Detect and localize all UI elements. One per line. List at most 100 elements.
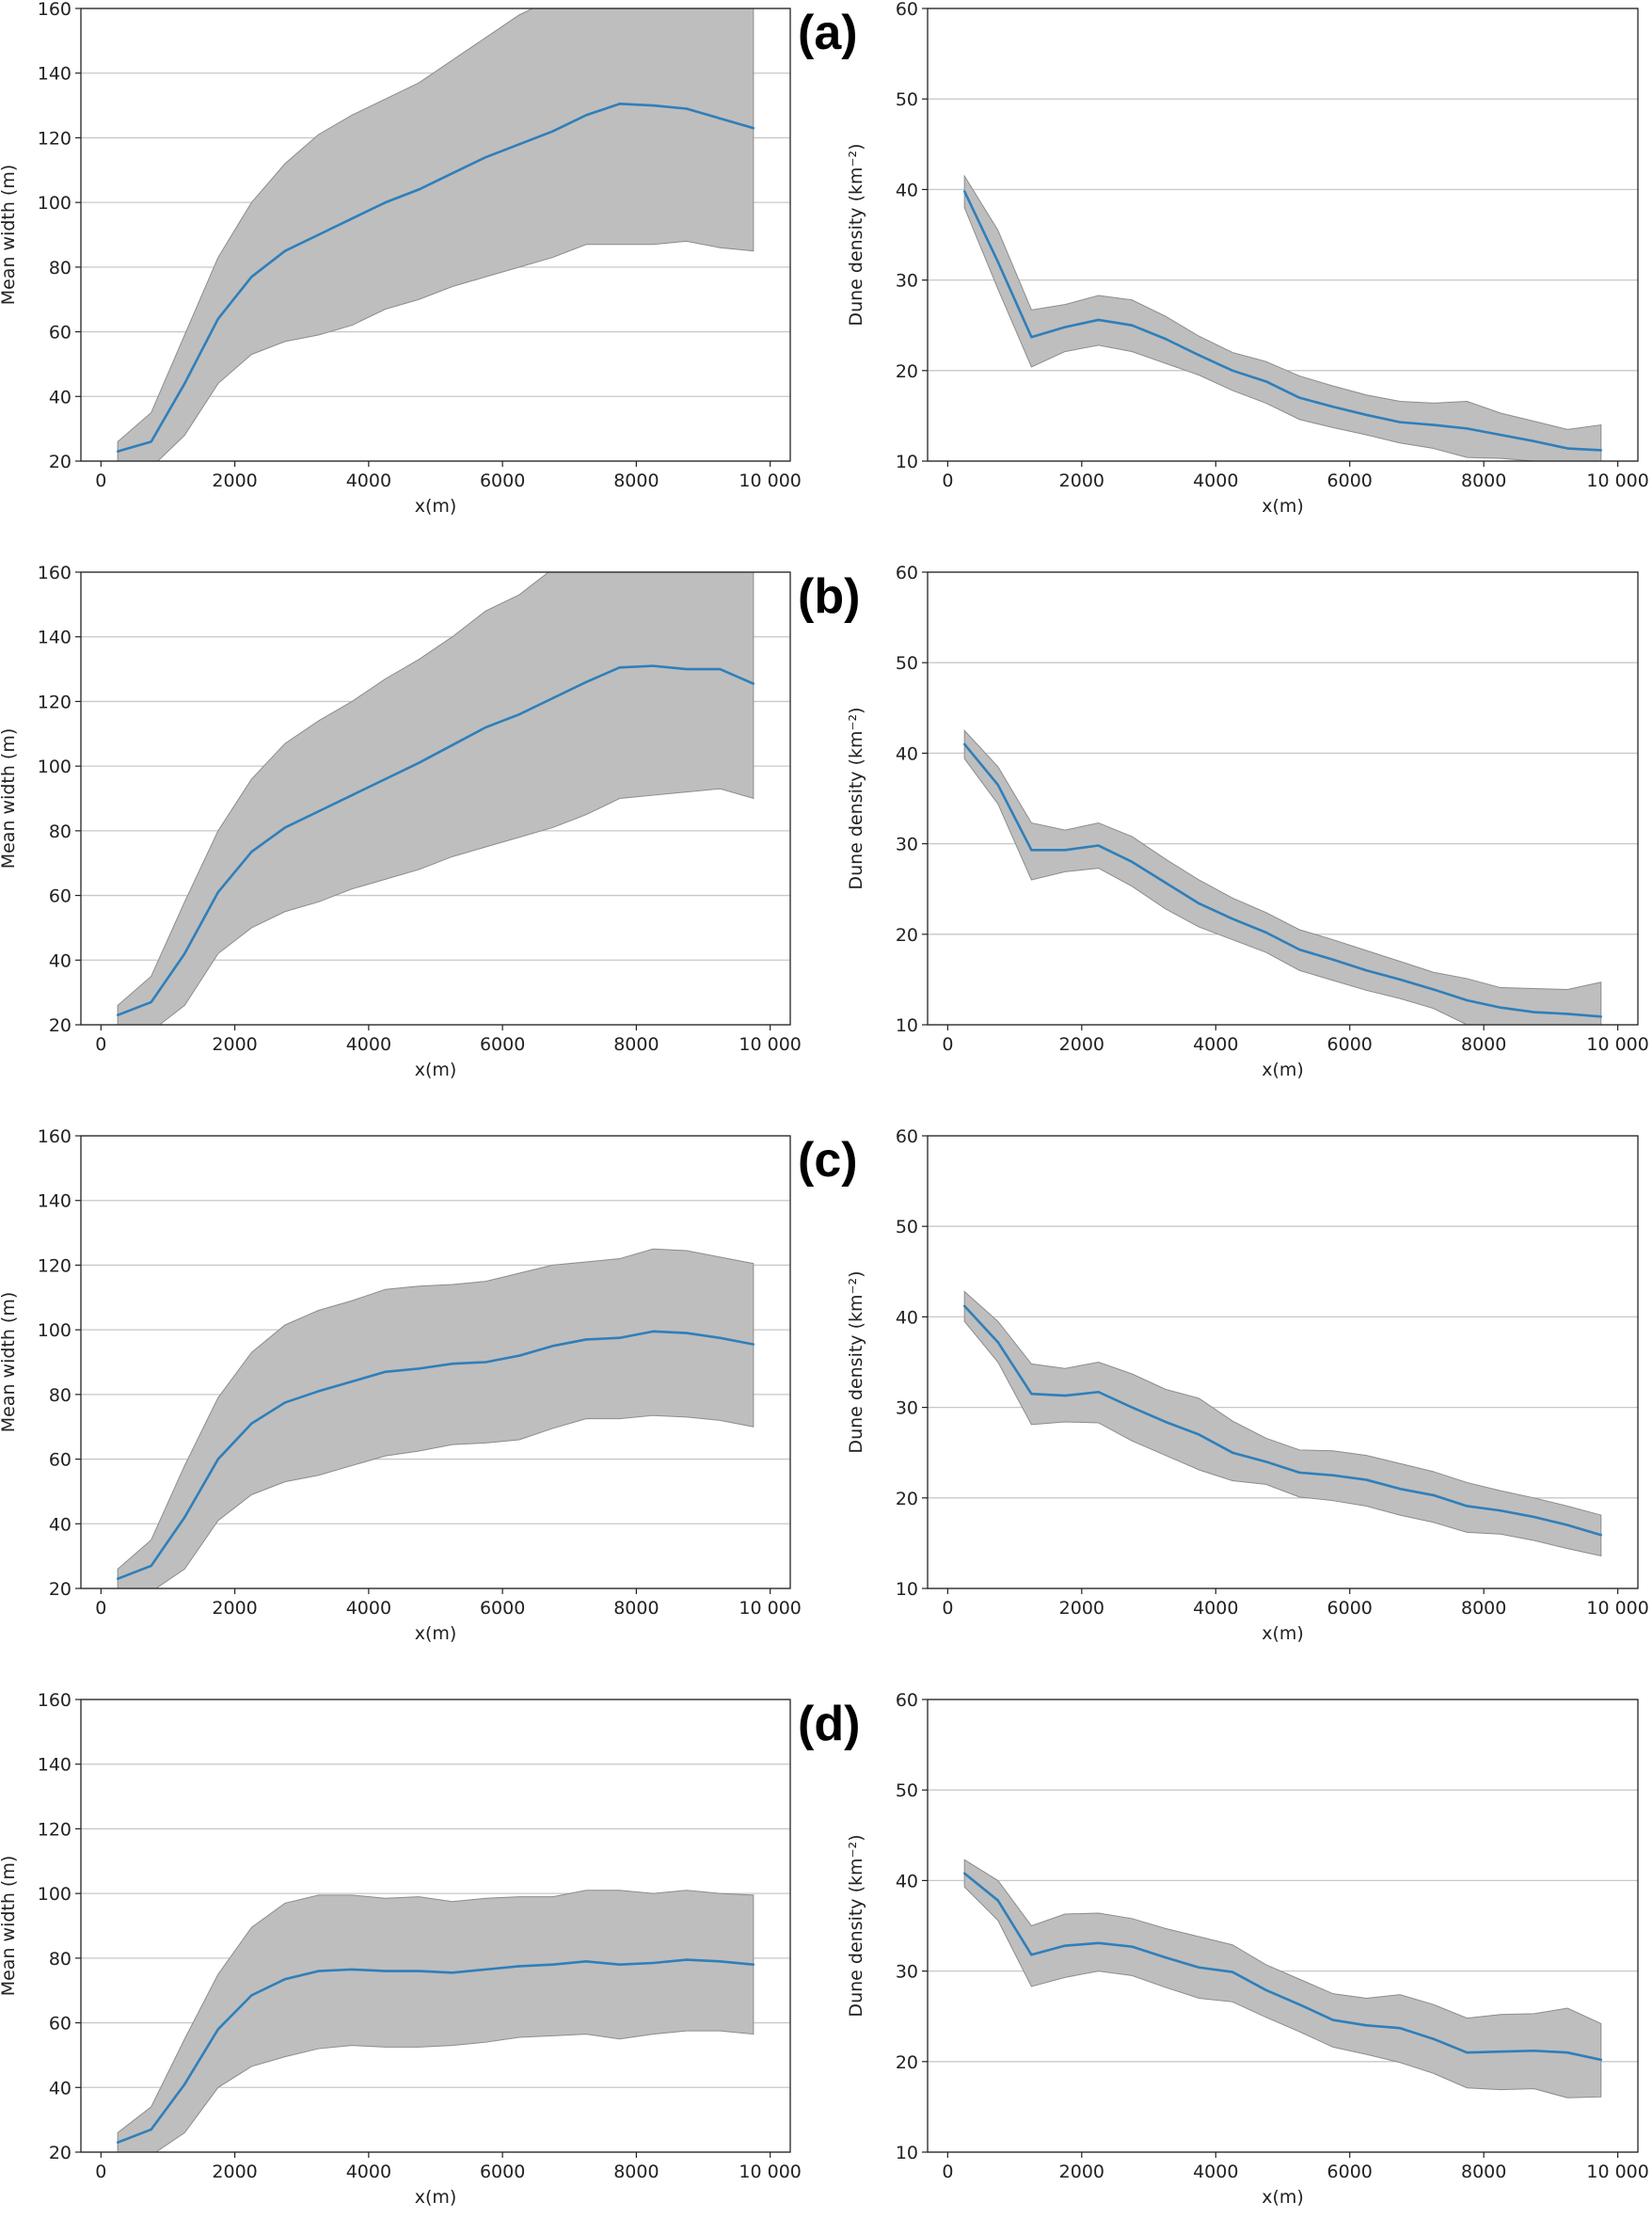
y-tick-label: 40 <box>49 1514 71 1535</box>
x-tick-label: 10 000 <box>739 1034 801 1055</box>
data-point <box>753 1964 755 1966</box>
data-point <box>250 1423 252 1425</box>
data-point <box>1264 380 1266 382</box>
x-tick-label: 2000 <box>212 1598 257 1619</box>
figure: 204060801001201401600 2000 4000 6000 8000 10 … <box>0 0 1652 2218</box>
x-tick-label: 10 000 <box>1586 2162 1648 2182</box>
data-point <box>585 114 587 116</box>
y-tick-label: 160 <box>38 563 71 583</box>
data-point <box>117 2141 119 2143</box>
x-tick-label: 4000 <box>346 1034 391 1055</box>
x-tick-label: 4000 <box>1193 471 1238 491</box>
data-point <box>652 1331 654 1332</box>
data-point <box>686 1958 688 1960</box>
x-tick-label: 10 000 <box>739 2162 801 2182</box>
x-tick-label: 8000 <box>1461 1034 1506 1055</box>
data-point <box>585 1338 587 1340</box>
data-point <box>1165 1421 1167 1423</box>
data-point <box>1600 1015 1602 1017</box>
data-point <box>1433 988 1435 990</box>
y-tick-label: 140 <box>38 628 71 648</box>
data-point <box>1064 1944 1066 1946</box>
data-point <box>1198 902 1199 904</box>
x-tick-label: 0 <box>95 471 106 491</box>
x-tick-label: 8000 <box>1461 471 1506 491</box>
x-tick-label: 2000 <box>1059 1034 1104 1055</box>
data-point <box>1533 1011 1534 1013</box>
data-point <box>384 1371 386 1373</box>
data-point <box>1566 447 1568 449</box>
y-tick-label: 60 <box>49 886 71 907</box>
data-point <box>618 103 620 104</box>
y-tick-label: 100 <box>38 1320 71 1341</box>
y-tick-label: 100 <box>38 1884 71 1905</box>
y-axis-label: Mean width (m) <box>0 1856 19 1997</box>
data-point <box>351 217 353 219</box>
data-point <box>719 668 721 670</box>
x-tick-label: 8000 <box>1461 1598 1506 1619</box>
data-point <box>317 810 319 812</box>
data-point <box>351 1969 353 1971</box>
data-point <box>1433 2038 1435 2040</box>
data-point <box>150 2129 151 2130</box>
y-axis-label: Dune density (km⁻²) <box>846 707 866 889</box>
data-point <box>518 713 520 715</box>
data-point <box>250 276 252 278</box>
data-point <box>1466 2051 1468 2053</box>
y-tick-label: 40 <box>49 950 71 971</box>
data-point <box>997 261 999 263</box>
y-tick-label: 50 <box>896 653 918 674</box>
data-point <box>317 233 319 235</box>
y-tick-label: 140 <box>38 1755 71 1776</box>
data-point <box>1131 1945 1133 1947</box>
x-tick-label: 2000 <box>212 471 257 491</box>
y-tick-label: 100 <box>38 193 71 214</box>
x-tick-label: 6000 <box>480 1034 525 1055</box>
data-point <box>1030 1954 1032 1955</box>
data-point <box>418 188 420 190</box>
y-axis-label: Dune density (km⁻²) <box>846 143 866 326</box>
data-point <box>753 682 755 684</box>
data-point <box>585 681 587 683</box>
data-point <box>284 249 286 251</box>
x-tick-label: 0 <box>95 1034 106 1055</box>
data-point <box>753 127 755 129</box>
data-point <box>351 1380 353 1382</box>
y-axis-label: Mean width (m) <box>0 728 19 870</box>
x-axis-label: x(m) <box>1262 496 1304 517</box>
y-tick-label: 40 <box>896 180 918 200</box>
x-tick-label: 6000 <box>1327 1598 1373 1619</box>
data-point <box>1533 1516 1534 1518</box>
data-point <box>719 1337 721 1339</box>
data-point <box>1097 1942 1099 1944</box>
x-tick-label: 4000 <box>1193 2162 1238 2182</box>
data-point <box>217 891 219 893</box>
x-tick-label: 6000 <box>1327 1034 1373 1055</box>
data-point <box>418 1367 420 1369</box>
data-point <box>719 1960 721 1962</box>
y-tick-label: 160 <box>38 1690 71 1711</box>
data-point <box>1433 1494 1435 1496</box>
data-point <box>1231 1452 1233 1454</box>
y-tick-label: 120 <box>38 128 71 149</box>
data-point <box>1566 2051 1568 2053</box>
data-point <box>484 156 486 158</box>
data-point <box>1365 969 1367 971</box>
data-point <box>384 1970 386 1971</box>
data-point <box>1097 1391 1099 1393</box>
y-tick-label: 60 <box>49 323 71 343</box>
data-point <box>551 697 553 699</box>
x-tick-label: 10 000 <box>1586 1598 1648 1619</box>
y-tick-label: 40 <box>896 1307 918 1328</box>
x-tick-label: 0 <box>95 1598 106 1619</box>
data-point <box>217 318 219 320</box>
y-tick-label: 80 <box>49 822 71 842</box>
y-tick-label: 20 <box>896 1489 918 1509</box>
data-point <box>1064 326 1066 327</box>
data-point <box>183 382 185 384</box>
data-point <box>1165 882 1167 884</box>
data-point <box>618 666 620 668</box>
x-tick-label: 2000 <box>1059 1598 1104 1619</box>
data-point <box>997 1341 999 1343</box>
data-point <box>1332 959 1334 961</box>
